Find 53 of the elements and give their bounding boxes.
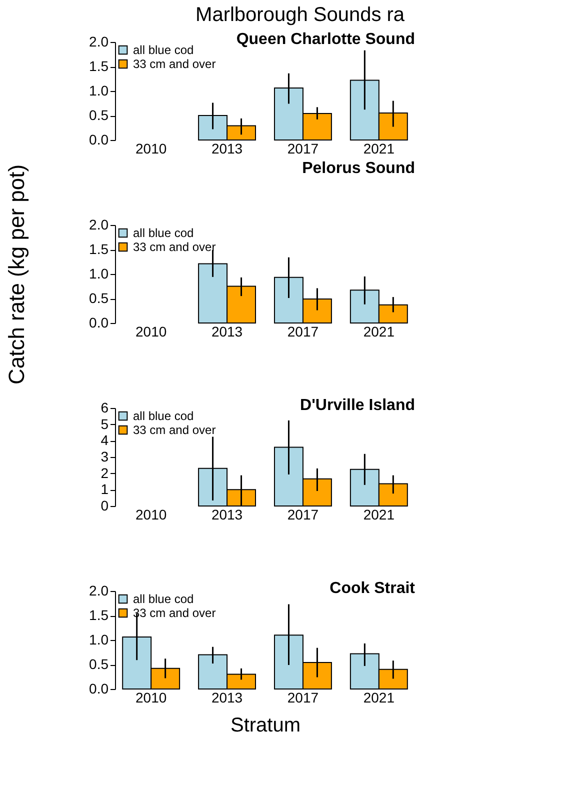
x-tick-label: 2010 xyxy=(136,324,167,340)
y-axis-title: Catch rate (kg per pot) xyxy=(4,164,30,385)
y-tick-label: 1.0 xyxy=(89,82,109,98)
y-tick-label: 2.0 xyxy=(89,216,109,232)
chart-title: D'Urville Island xyxy=(300,397,415,414)
x-tick-label: 2010 xyxy=(136,690,167,706)
y-tick-label: 4 xyxy=(100,432,109,448)
y-tick-label: 1 xyxy=(100,481,109,498)
text: Marlborough Sounds ra xyxy=(196,4,406,26)
chart-title: Pelorus Sound xyxy=(302,160,415,177)
legend-label: 33 cm and over xyxy=(133,606,216,620)
x-tick-label: 2021 xyxy=(363,324,395,340)
x-tick-label: 2017 xyxy=(287,324,319,340)
chart-title: Queen Charlotte Sound xyxy=(236,31,415,48)
legend-label: all blue cod xyxy=(133,592,194,606)
x-tick-label: 2021 xyxy=(363,140,395,156)
legend-label: all blue cod xyxy=(133,226,194,240)
y-tick-label: 1.5 xyxy=(89,607,109,623)
y-tick-label: 2.0 xyxy=(89,582,109,598)
y-tick-label: 3 xyxy=(100,448,109,464)
y-tick-label: 6 xyxy=(100,400,109,416)
y-tick-label: 2 xyxy=(100,464,109,481)
x-axis-title: Stratum xyxy=(230,714,301,736)
y-tick-label: 0.5 xyxy=(89,107,109,123)
legend-label: 33 cm and over xyxy=(133,423,216,437)
x-tick-label: 2017 xyxy=(287,140,319,156)
x-tick-label: 2010 xyxy=(136,506,167,522)
y-tick-label: 0.5 xyxy=(89,656,109,672)
y-tick-label: 1.5 xyxy=(89,241,109,257)
x-tick-label: 2021 xyxy=(363,506,395,522)
x-tick-label: 2021 xyxy=(363,690,395,706)
y-tick-label: 5 xyxy=(100,416,109,432)
legend-label: 33 cm and over xyxy=(133,57,216,71)
y-tick-label: 1.0 xyxy=(89,266,109,282)
y-tick-label: 0.5 xyxy=(89,290,109,306)
y-tick-label: 0 xyxy=(100,498,109,514)
x-tick-label: 2010 xyxy=(136,140,167,156)
legend-label: all blue cod xyxy=(133,409,194,423)
legend-label: 33 cm and over xyxy=(133,240,216,254)
legend-label: all blue cod xyxy=(133,43,194,57)
x-tick-label: 2013 xyxy=(211,140,243,156)
x-tick-label: 2017 xyxy=(287,506,319,522)
y-tick-label: 0.0 xyxy=(89,132,109,148)
x-tick-label: 2013 xyxy=(211,690,243,706)
x-tick-label: 2017 xyxy=(287,690,319,706)
y-tick-label: 0.0 xyxy=(89,680,109,696)
x-tick-label: 2013 xyxy=(211,506,243,522)
y-tick-label: 0.0 xyxy=(89,314,109,330)
y-tick-label: 1.0 xyxy=(89,632,109,648)
chart-title: Cook Strait xyxy=(330,580,416,597)
y-tick-label: 2.0 xyxy=(89,34,109,50)
x-tick-label: 2013 xyxy=(211,324,243,340)
y-tick-label: 1.5 xyxy=(89,58,109,74)
